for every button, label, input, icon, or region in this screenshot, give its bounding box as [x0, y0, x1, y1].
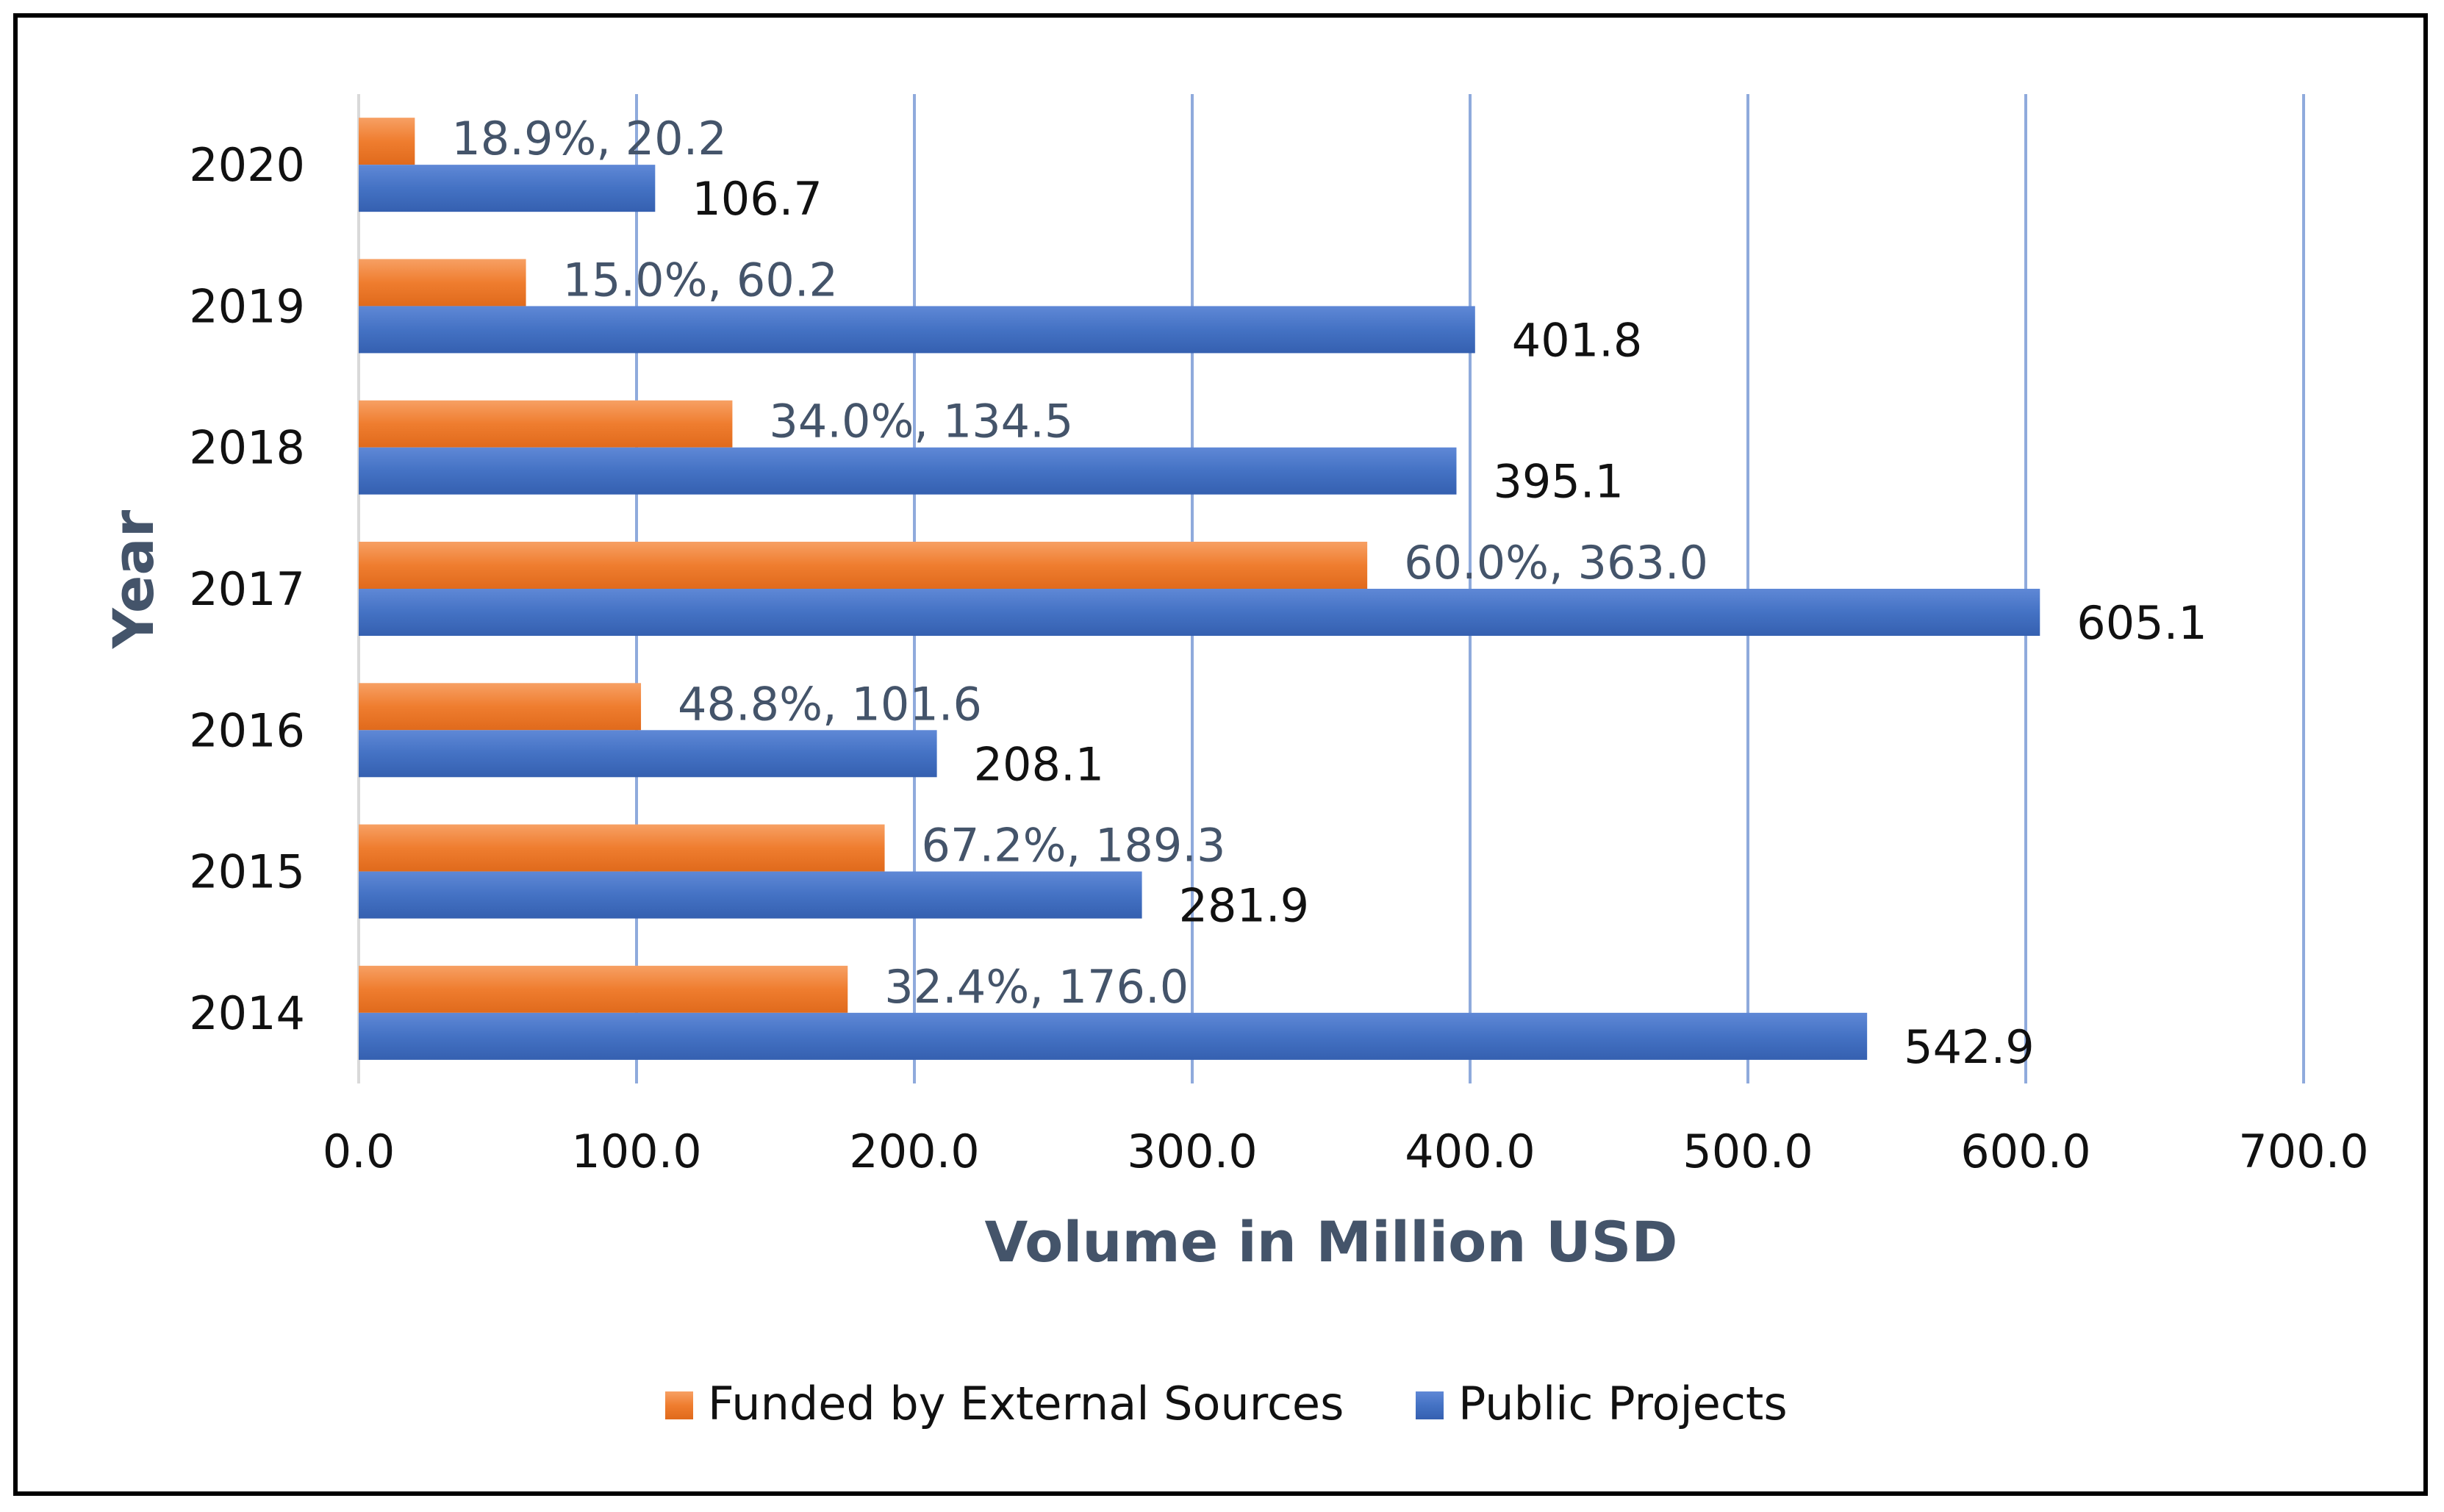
- data-label-public-2015: 281.9: [1179, 879, 1310, 933]
- bar-public-2017: [359, 589, 2040, 636]
- y-tick-label-2014: 2014: [189, 986, 305, 1040]
- data-label-public-2016: 208.1: [974, 737, 1105, 791]
- bar-external-2015: [359, 824, 885, 872]
- bar-external-2014: [359, 965, 848, 1013]
- data-label-external-2015: 67.2%, 189.3: [922, 819, 1226, 873]
- y-tick-label-2017: 2017: [189, 562, 305, 616]
- x-tick-label: 100.0: [571, 1125, 702, 1178]
- x-axis-title: Volume in Million USD: [985, 1209, 1678, 1275]
- bar-public-2016: [359, 730, 937, 778]
- bar-public-2020: [359, 165, 656, 212]
- bar-public-2019: [359, 306, 1475, 354]
- y-tick-label-2015: 2015: [189, 845, 305, 899]
- legend-swatch-public: [1416, 1391, 1444, 1419]
- y-axis-title: Year: [101, 509, 166, 649]
- data-labels: 32.4%, 176.0 542.9 67.2%, 189.3 281.9 48.8%,…: [451, 112, 2207, 1074]
- x-tick-label: 0.0: [323, 1125, 395, 1178]
- bar-external-2020: [359, 118, 415, 165]
- bar-external-2018: [359, 400, 733, 448]
- y-tick-label-2016: 2016: [189, 703, 305, 757]
- data-label-external-2020: 18.9%, 20.2: [451, 112, 726, 165]
- y-tick-label-2019: 2019: [189, 279, 305, 333]
- data-label-public-2017: 605.1: [2076, 596, 2207, 650]
- x-tick-label: 400.0: [1405, 1125, 1535, 1178]
- x-tick-label: 200.0: [849, 1125, 980, 1178]
- axes: Volume in Million USD Year 0.0 100.0 200.0…: [101, 138, 2369, 1275]
- x-tick-label: 500.0: [1683, 1125, 1813, 1178]
- x-tick-label: 600.0: [1960, 1125, 2091, 1178]
- data-label-external-2017: 60.0%, 363.0: [1404, 536, 1708, 590]
- bar-public-2014: [359, 1012, 1868, 1060]
- bar-public-2015: [359, 871, 1142, 919]
- legend: Funded by External Sources Public Projec…: [665, 1377, 1788, 1430]
- data-label-public-2019: 401.8: [1512, 313, 1643, 367]
- y-tick-label-2018: 2018: [189, 421, 305, 475]
- data-label-public-2020: 106.7: [692, 172, 822, 226]
- legend-swatch-external: [665, 1391, 693, 1419]
- x-tick-label: 300.0: [1127, 1125, 1258, 1178]
- bar-external-2017: [359, 542, 1368, 589]
- bars: [359, 118, 2040, 1060]
- bar-public-2018: [359, 447, 1457, 495]
- data-label-external-2019: 15.0%, 60.2: [563, 253, 838, 307]
- data-label-public-2014: 542.9: [1904, 1020, 2035, 1074]
- bar-external-2016: [359, 683, 642, 731]
- data-label-public-2018: 395.1: [1493, 455, 1624, 509]
- legend-label-public: Public Projects: [1458, 1377, 1788, 1430]
- data-label-external-2016: 48.8%, 101.6: [678, 677, 982, 731]
- y-tick-label-2020: 2020: [189, 138, 305, 192]
- data-label-external-2014: 32.4%, 176.0: [884, 960, 1189, 1014]
- legend-label-external: Funded by External Sources: [708, 1377, 1344, 1430]
- bar-external-2019: [359, 259, 526, 307]
- data-label-external-2018: 34.0%, 134.5: [769, 395, 1073, 448]
- x-tick-label: 700.0: [2238, 1125, 2369, 1178]
